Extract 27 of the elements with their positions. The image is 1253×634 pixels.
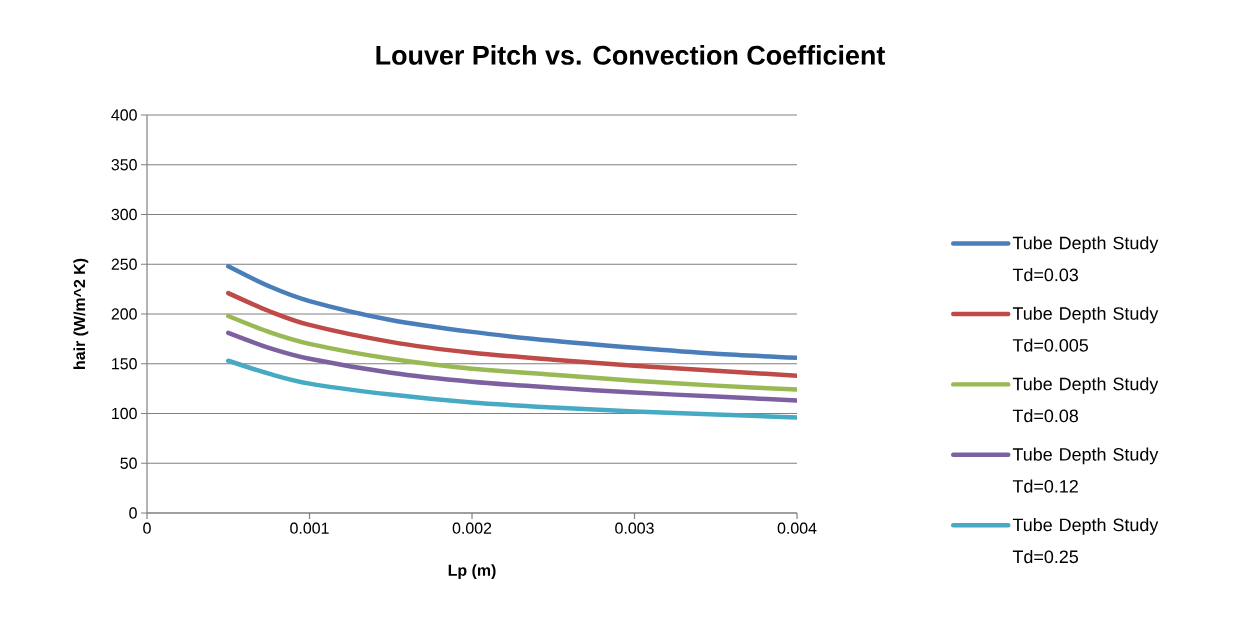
x-tick-label: 0.004 [777, 522, 817, 534]
line-series [226, 358, 798, 420]
legend-label: Tube Depth Study Td=0.08 [1012, 377, 1159, 423]
x-tick-label: 0.001 [290, 522, 329, 534]
line-series [226, 313, 798, 392]
y-tick-label: 400 [111, 109, 137, 121]
y-tick-label: 200 [111, 308, 137, 320]
legend-label: Tube Depth Study Td=0.03 [1012, 236, 1159, 282]
legend-label: Tube Depth Study Td=0.12 [1012, 447, 1159, 493]
y-axis-title: hair (W/m^2 K) [73, 258, 89, 369]
x-axis-title: Lp (m) [448, 564, 496, 580]
legend-label: Tube Depth Study Td=0.005 [1012, 306, 1159, 352]
chart-title: Louver Pitch vs. Convection Coefficient [376, 45, 885, 65]
x-tick-label: 0 [143, 522, 151, 534]
legend-label: Tube Depth Study Td=0.25 [1012, 518, 1159, 564]
y-tick-label: 0 [129, 507, 137, 519]
x-tick-label: 0.002 [452, 522, 492, 534]
line-series [226, 290, 798, 378]
line-series [226, 263, 798, 361]
y-tick-label: 100 [112, 407, 137, 420]
y-tick-label: 300 [111, 208, 137, 221]
y-tick-label: 150 [112, 358, 137, 370]
y-tick-label: 50 [120, 457, 137, 469]
x-tick-label: 0.003 [615, 522, 654, 534]
y-tick-label: 350 [111, 159, 137, 171]
line-series [226, 330, 798, 403]
y-tick-label: 250 [111, 258, 137, 270]
